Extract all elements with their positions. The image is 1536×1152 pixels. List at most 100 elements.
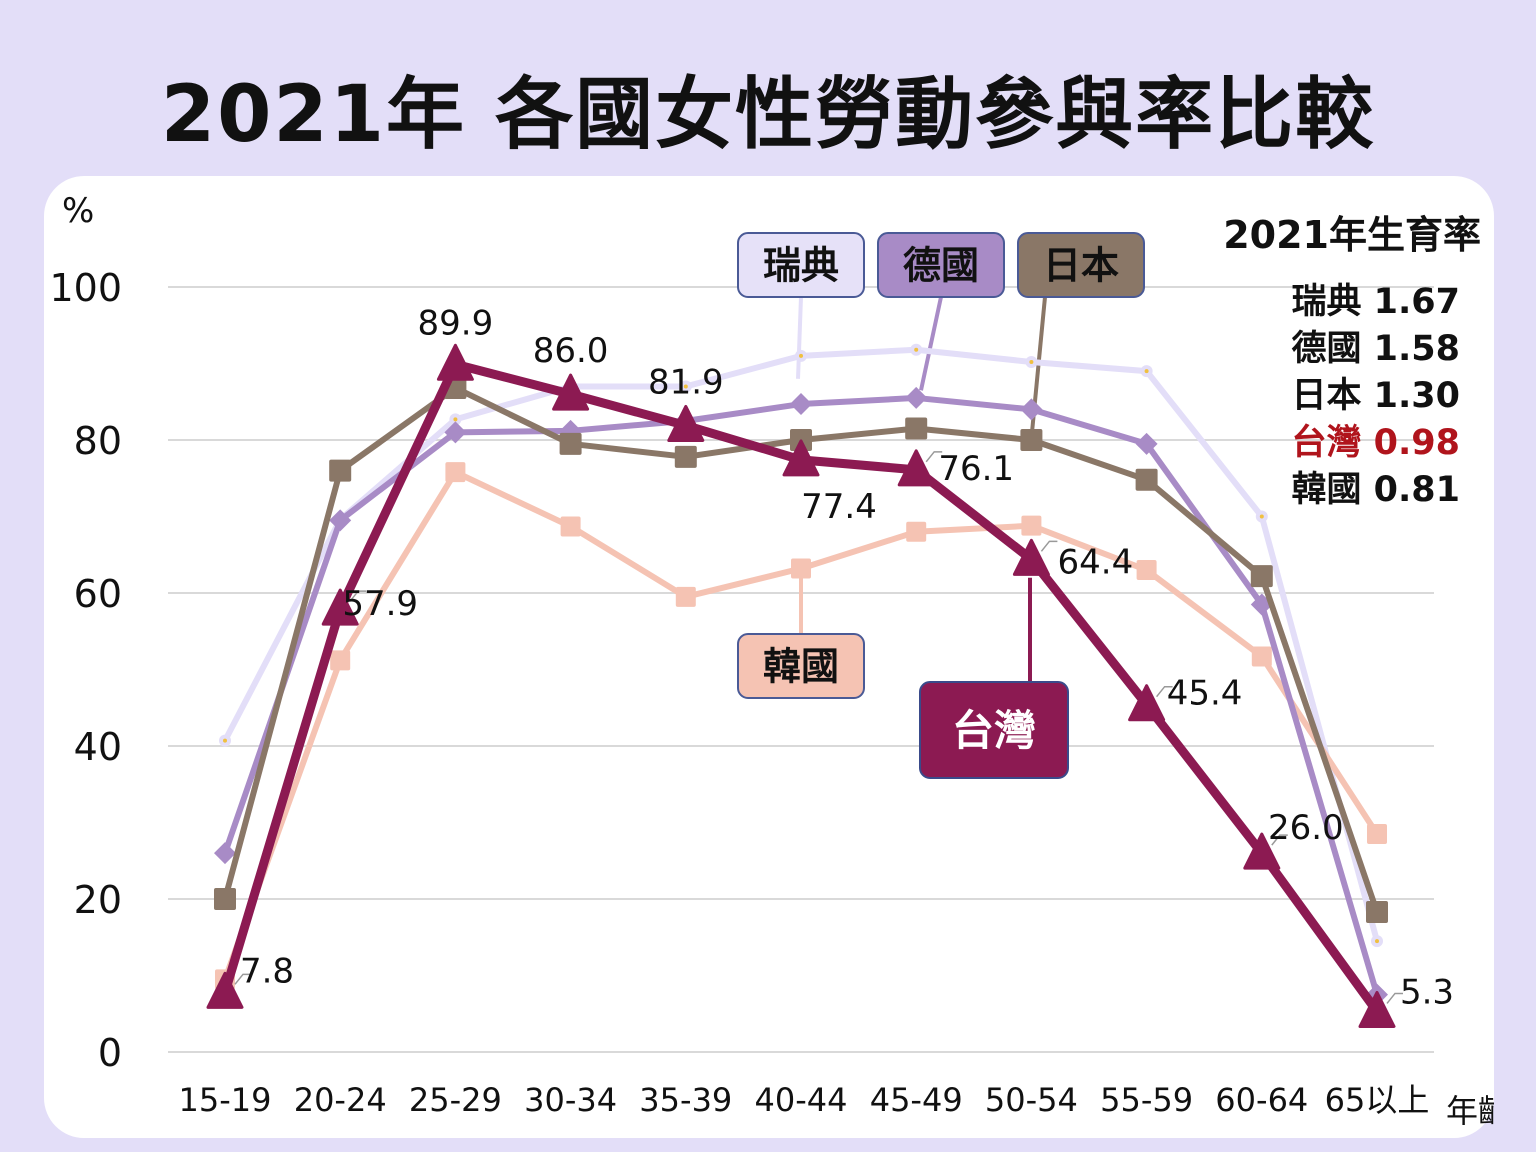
data-point [905,417,928,440]
data-labels: 7.8 57.9 89.9 86.0 81.9 77.4 76.1 64.4 45.4 26.0 5… [234,303,1454,1012]
x-tick-label: 15-19 [179,1081,272,1119]
fertility-title: 2021年生育率 [1223,213,1481,257]
callout-leader-line [796,296,803,379]
callout-box [737,232,865,298]
data-point-dot [1029,359,1034,364]
data-point [1358,990,1396,1028]
y-tick-label: 0 [98,1031,122,1075]
data-point [1020,429,1043,451]
line-chart: 0 20 40 60 80 100% 15-19 20-24 25-29 30-34 35-39 4… [49,191,1494,1130]
data-label: 45.4 [1167,674,1243,714]
data-label: 26.0 [1268,808,1344,848]
data-label: 5.3 [1400,972,1454,1012]
x-tick-label: 45-49 [870,1081,963,1119]
data-label-leader [1040,540,1058,552]
data-point [1251,646,1272,667]
data-point-dot [1144,369,1149,374]
callout-label-sweden: 瑞典 [763,244,839,288]
data-point [206,971,244,1009]
data-point [1020,398,1043,421]
y-tick-label: 40 [74,725,122,769]
data-point-dot [453,417,458,422]
fertility-row: 日本 1.30 [1291,376,1460,416]
data-point [330,650,351,671]
data-label-leader [1271,834,1288,846]
data-label: 64.4 [1058,542,1134,582]
data-point [1367,823,1387,844]
x-tick-label: 55-59 [1100,1081,1193,1119]
data-point [905,386,928,409]
data-point [1012,538,1050,576]
data-label: 89.9 [418,303,494,343]
data-point [1366,901,1388,924]
x-tick-label: 25-29 [409,1081,502,1119]
data-point [444,421,467,444]
data-point [897,449,935,487]
data-point-dot [1259,514,1264,519]
data-point [667,404,705,442]
data-point [329,459,352,482]
fertility-row: 德國 1.58 [1291,329,1460,369]
data-point [1021,515,1042,536]
data-label: 77.4 [801,487,877,527]
data-point [1250,593,1273,616]
x-axis-label: 年齡 [1446,1092,1494,1130]
fertility-row: 台灣 0.98 [1291,423,1460,463]
x-tick-label: 30-34 [524,1081,617,1119]
data-point [1128,684,1166,722]
y-axis: 0 20 40 60 80 100% [49,191,122,1075]
x-axis: 15-19 20-24 25-29 30-34 35-39 40-44 45-49 50-54… [179,1081,1494,1130]
data-label: 81.9 [648,362,724,402]
data-point [445,462,466,483]
data-point-dot [799,353,803,358]
data-point [559,432,582,455]
data-point-dot [223,738,227,743]
data-point-dot [914,347,919,352]
data-point [675,586,696,607]
series-lines [206,343,1396,1028]
callout-box [1017,232,1145,298]
data-label: 86.0 [533,331,609,371]
data-point [782,439,820,477]
data-label: 57.9 [342,584,418,624]
data-point [1136,560,1157,581]
y-tick-label: 80 [74,419,122,463]
data-point [1250,565,1273,588]
data-point [1135,432,1158,455]
callout-label-taiwan: 台灣 [952,706,1036,755]
data-point [790,393,812,416]
data-point [436,343,474,381]
data-label-leader [349,590,367,602]
x-tick-label: 50-54 [985,1081,1078,1119]
x-tick-label: 20-24 [294,1081,387,1119]
y-tick-label: 100 [49,266,122,310]
data-point-dot [1375,939,1379,944]
data-point [214,888,236,910]
callout-label-germany: 德國 [903,244,979,288]
data-label-leader [925,451,943,463]
callout-box [919,681,1069,779]
fertility-row: 韓國 0.81 [1291,470,1460,510]
x-tick-label: 60-64 [1215,1081,1308,1119]
data-point [1243,832,1281,870]
data-label-leader [1156,685,1173,698]
callout-label-japan: 日本 [1043,244,1119,288]
y-tick-label: 60 [74,572,122,616]
data-label-leader [1386,992,1403,1004]
chart-title: 2021年 各國女性勞動參與率比較 [160,70,1376,160]
x-tick-label: 40-44 [755,1081,848,1119]
x-tick-label: 65以上 [1325,1081,1430,1119]
y-axis-label: % [62,191,94,231]
callout-box [877,232,1005,298]
data-point [321,588,359,626]
y-tick-label: 20 [74,878,122,922]
data-point [906,521,927,542]
fertility-row: 瑞典 1.67 [1291,282,1460,322]
data-label: 7.8 [240,951,294,991]
data-point [560,516,581,537]
callout-label-korea: 韓國 [763,645,839,689]
data-point [791,558,811,579]
data-label: 76.1 [938,449,1014,489]
